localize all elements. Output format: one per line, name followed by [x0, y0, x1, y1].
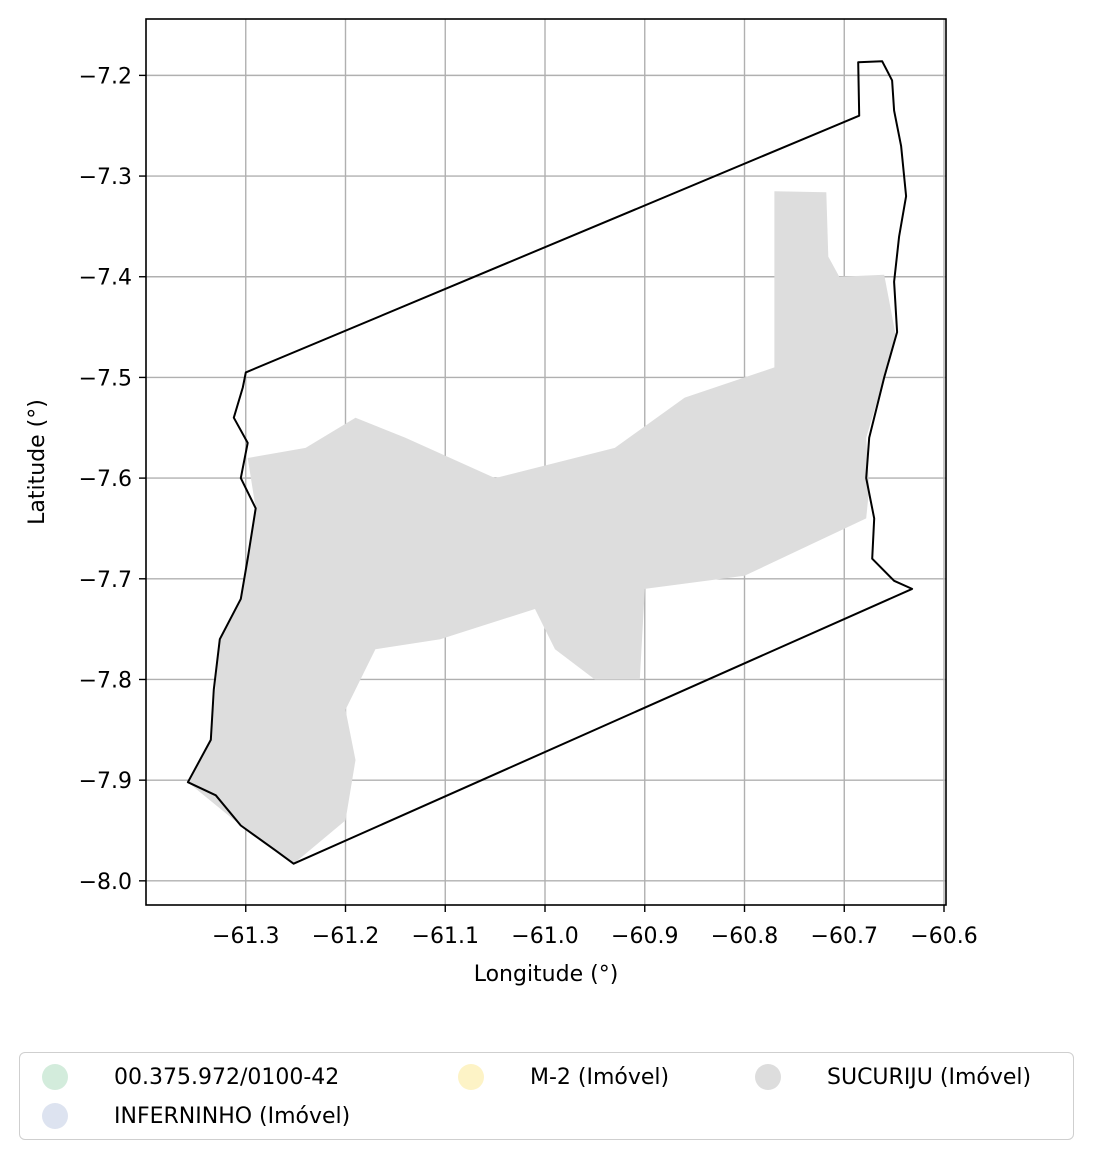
y-tick-label: −8.0: [79, 870, 132, 895]
map-figure: −61.3 −61.2 −61.1 −61.0 −60.9 −60.8 −60.7 −60.6…: [25, 18, 978, 987]
y-tick-label: −7.5: [79, 366, 132, 391]
y-tick-label: −7.3: [79, 165, 132, 190]
legend-label-sucuriju: SUCURIJU (Imóvel): [827, 1064, 1032, 1090]
y-tick-label: −7.6: [79, 467, 132, 492]
y-tick-label: −7.8: [79, 668, 132, 693]
legend-marker-inferninho: [42, 1103, 68, 1129]
legend-entry-m-2: M-2 (Imóvel): [458, 1057, 669, 1097]
legend-entry-inferninho: INFERNINHO (Imóvel): [42, 1096, 350, 1136]
x-ticks: −61.3 −61.2 −61.1 −61.0 −60.9 −60.8 −60.7 −60.6: [212, 905, 978, 949]
legend-marker-00-375-972: [42, 1064, 68, 1090]
y-tick-label: −7.9: [79, 769, 132, 794]
property-area-layer: [187, 191, 897, 864]
boundary-outline: [186, 60, 914, 865]
x-tick-label: −61.0: [511, 924, 578, 949]
legend-marker-sucuriju: [755, 1064, 781, 1090]
legend-marker-m-2: [458, 1064, 484, 1090]
y-tick-label: −7.4: [79, 266, 132, 291]
plot-frame: [145, 18, 947, 906]
x-tick-label: −60.9: [611, 924, 678, 949]
legend-entry-00-375-972: 00.375.972/0100-42: [42, 1057, 339, 1097]
x-axis-label: Longitude (°): [474, 962, 619, 987]
x-tick-label: −60.8: [711, 924, 778, 949]
x-tick-label: −60.7: [811, 924, 878, 949]
sucuriju-property-area: [187, 191, 897, 864]
y-tick-label: −7.7: [79, 568, 132, 593]
y-ticks: −7.2 −7.3 −7.4 −7.5 −7.6 −7.7 −7.8 −7.9 −8.0: [79, 64, 146, 895]
legend-label-m-2: M-2 (Imóvel): [530, 1064, 670, 1090]
x-tick-label: −61.1: [412, 924, 479, 949]
legend-label-00-375-972: 00.375.972/0100-42: [114, 1064, 340, 1090]
x-tick-label: −61.3: [212, 924, 279, 949]
legend-label-inferninho: INFERNINHO (Imóvel): [114, 1103, 351, 1129]
x-tick-label: −61.2: [312, 924, 379, 949]
boundary-layer: [186, 60, 914, 865]
y-axis-label: Latitude (°): [25, 399, 50, 525]
legend: 00.375.972/0100-42 M-2 (Imóvel) SUCURIJU…: [19, 1052, 1074, 1140]
legend-entry-sucuriju: SUCURIJU (Imóvel): [755, 1057, 1031, 1097]
x-tick-label: −60.6: [910, 924, 977, 949]
y-tick-label: −7.2: [79, 64, 132, 89]
